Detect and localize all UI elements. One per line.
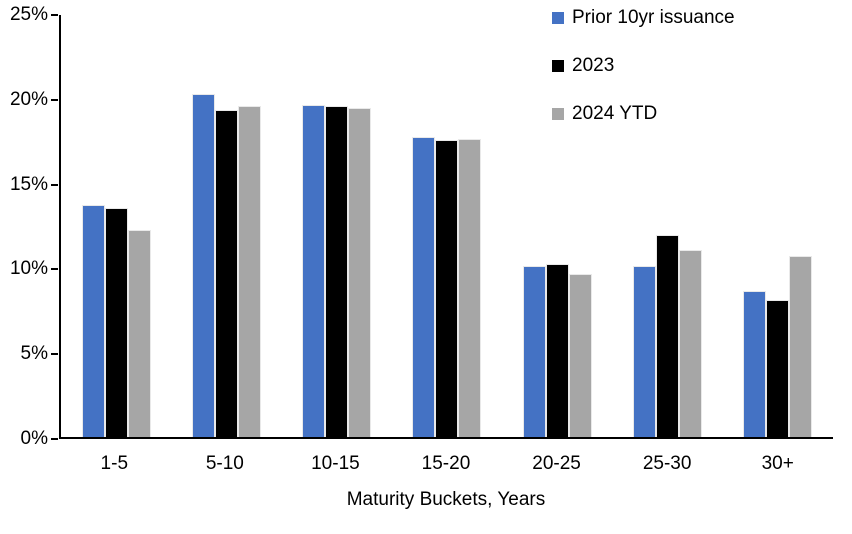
x-tick-label-1-5: 1-5 — [100, 453, 129, 474]
y-tick — [51, 268, 58, 271]
x-tick-label-20-25: 20-25 — [532, 453, 581, 474]
legend-item: 2023 — [552, 55, 735, 76]
bar-2024-ytd-25-30 — [679, 250, 703, 437]
bar-group-5-10 — [171, 94, 281, 437]
bar-prior-10yr-issuance-1-5 — [81, 204, 105, 437]
y-tick — [51, 183, 58, 186]
y-tick — [51, 438, 58, 440]
y-tick — [51, 98, 58, 101]
bar-2024-ytd-20-25 — [568, 274, 592, 437]
bar-groups — [61, 15, 833, 437]
bar-prior-10yr-issuance-10-15 — [302, 104, 326, 437]
legend-swatch-icon — [552, 60, 564, 72]
bar-prior-10yr-issuance-30+ — [743, 291, 767, 437]
legend-label: 2024 YTD — [572, 103, 658, 124]
legend-label: 2023 — [572, 55, 615, 76]
bar-2023-20-25 — [545, 264, 569, 437]
bar-prior-10yr-issuance-25-30 — [633, 265, 657, 437]
bar-2023-1-5 — [104, 208, 128, 437]
x-tick-label-10-15: 10-15 — [311, 453, 360, 474]
bar-group-30+ — [723, 255, 833, 437]
bar-2023-30+ — [766, 299, 790, 437]
x-tick-label-25-30: 25-30 — [642, 453, 692, 474]
x-tick-label-30+: 30+ — [761, 453, 794, 474]
y-tick — [51, 353, 58, 356]
bar-group-15-20 — [392, 136, 502, 437]
bar-prior-10yr-issuance-20-25 — [522, 265, 546, 437]
legend: Prior 10yr issuance 2023 2024 YTD — [552, 7, 735, 152]
x-tick-label-5-10: 5-10 — [205, 453, 244, 474]
bar-2023-25-30 — [656, 235, 680, 437]
plot-area — [59, 15, 833, 439]
y-tick-label: 0% — [20, 428, 48, 449]
bar-2024-ytd-15-20 — [458, 138, 482, 437]
bar-prior-10yr-issuance-5-10 — [191, 94, 215, 437]
bar-2023-10-15 — [325, 106, 349, 437]
bar-2024-ytd-30+ — [789, 255, 813, 437]
y-tick-label: 5% — [20, 343, 48, 365]
bar-group-20-25 — [502, 264, 612, 437]
bar-group-25-30 — [612, 235, 722, 437]
x-tick-label-15-20: 15-20 — [421, 453, 471, 474]
legend-item: Prior 10yr issuance — [552, 7, 735, 28]
y-tick-label: 25% — [9, 4, 48, 25]
bar-2024-ytd-1-5 — [127, 230, 151, 437]
y-tick — [51, 14, 58, 16]
bar-2024-ytd-10-15 — [348, 108, 372, 437]
bar-prior-10yr-issuance-15-20 — [412, 136, 436, 437]
y-tick-label: 10% — [9, 258, 48, 280]
x-axis-title: Maturity Buckets, Years — [346, 489, 546, 510]
legend-item: 2024 YTD — [552, 103, 735, 124]
bar-2023-15-20 — [435, 140, 459, 437]
y-tick-label: 15% — [9, 173, 48, 195]
bar-group-10-15 — [282, 104, 392, 437]
bar-2024-ytd-5-10 — [237, 106, 261, 437]
bar-group-1-5 — [61, 204, 171, 437]
legend-swatch-icon — [552, 108, 564, 120]
legend-swatch-icon — [552, 12, 564, 24]
bar-2023-5-10 — [214, 109, 238, 437]
legend-label: Prior 10yr issuance — [572, 7, 735, 28]
y-tick-label: 20% — [9, 88, 48, 110]
